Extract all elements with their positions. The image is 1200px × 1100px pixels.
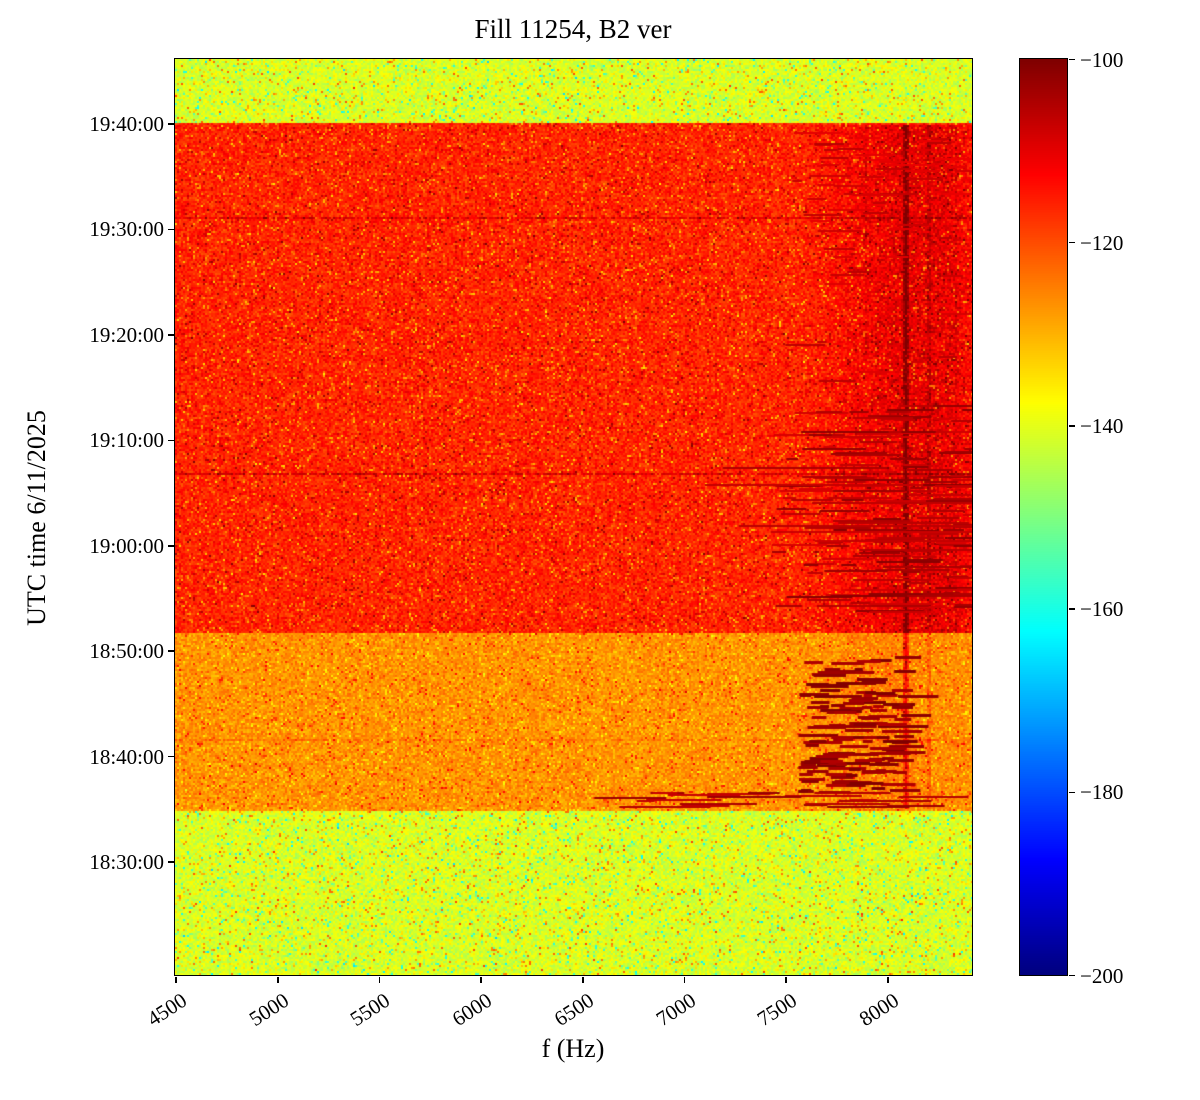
x-tick-mark <box>175 977 177 983</box>
y-tick-mark <box>168 650 174 652</box>
x-tick-label: 8000 <box>854 988 903 1032</box>
x-axis-label: f (Hz) <box>541 1034 605 1063</box>
colorbar-tick-mark <box>1069 58 1075 61</box>
y-tick-label: 19:00:00 <box>89 533 164 558</box>
x-tick-mark <box>277 977 279 983</box>
y-tick-label: 19:10:00 <box>89 428 164 453</box>
x-tick-label: 4500 <box>142 988 192 1032</box>
spectrogram-canvas <box>175 59 972 975</box>
y-tick-mark <box>168 123 174 125</box>
x-tick-label: 5000 <box>244 988 293 1032</box>
chart-title: Fill 11254, B2 ver <box>474 14 672 44</box>
colorbar-tick-mark <box>1069 241 1075 244</box>
x-tick-mark <box>582 977 584 983</box>
x-tick-mark <box>785 977 787 983</box>
colorbar-tick-mark <box>1069 791 1075 794</box>
colorbar-tick-mark <box>1069 608 1075 610</box>
y-axis-label: UTC time 6/11/2025 <box>22 410 51 626</box>
y-tick-mark <box>168 755 174 758</box>
colorbar-tick-mark <box>1069 425 1075 427</box>
colorbar <box>1019 58 1068 976</box>
colorbar-canvas <box>1020 59 1067 975</box>
y-tick-label: 18:50:00 <box>89 639 164 664</box>
x-tick-mark <box>887 977 889 983</box>
colorbar-tick-label: −100 <box>1080 47 1124 72</box>
colorbar-tick-label: −200 <box>1080 963 1124 988</box>
y-tick-label: 19:40:00 <box>89 111 164 136</box>
colorbar-tick-label: −160 <box>1080 597 1124 622</box>
y-tick-mark <box>168 861 174 863</box>
y-tick-label: 18:30:00 <box>89 850 164 875</box>
y-tick-label: 18:40:00 <box>89 744 164 769</box>
colorbar-tick-label: −120 <box>1080 230 1124 255</box>
y-tick-mark <box>168 228 174 231</box>
y-tick-label: 19:30:00 <box>89 217 164 242</box>
y-tick-label: 19:20:00 <box>89 322 164 347</box>
spectrogram-plot <box>174 58 973 976</box>
x-tick-mark <box>683 977 686 983</box>
colorbar-tick-label: −140 <box>1080 413 1124 438</box>
y-tick-mark <box>168 334 174 336</box>
colorbar-tick-mark <box>1069 974 1075 977</box>
x-tick-mark <box>378 977 381 983</box>
y-tick-mark <box>168 439 174 442</box>
colorbar-tick-label: −180 <box>1080 780 1124 805</box>
y-tick-mark <box>168 545 174 547</box>
x-tick-mark <box>480 977 482 983</box>
